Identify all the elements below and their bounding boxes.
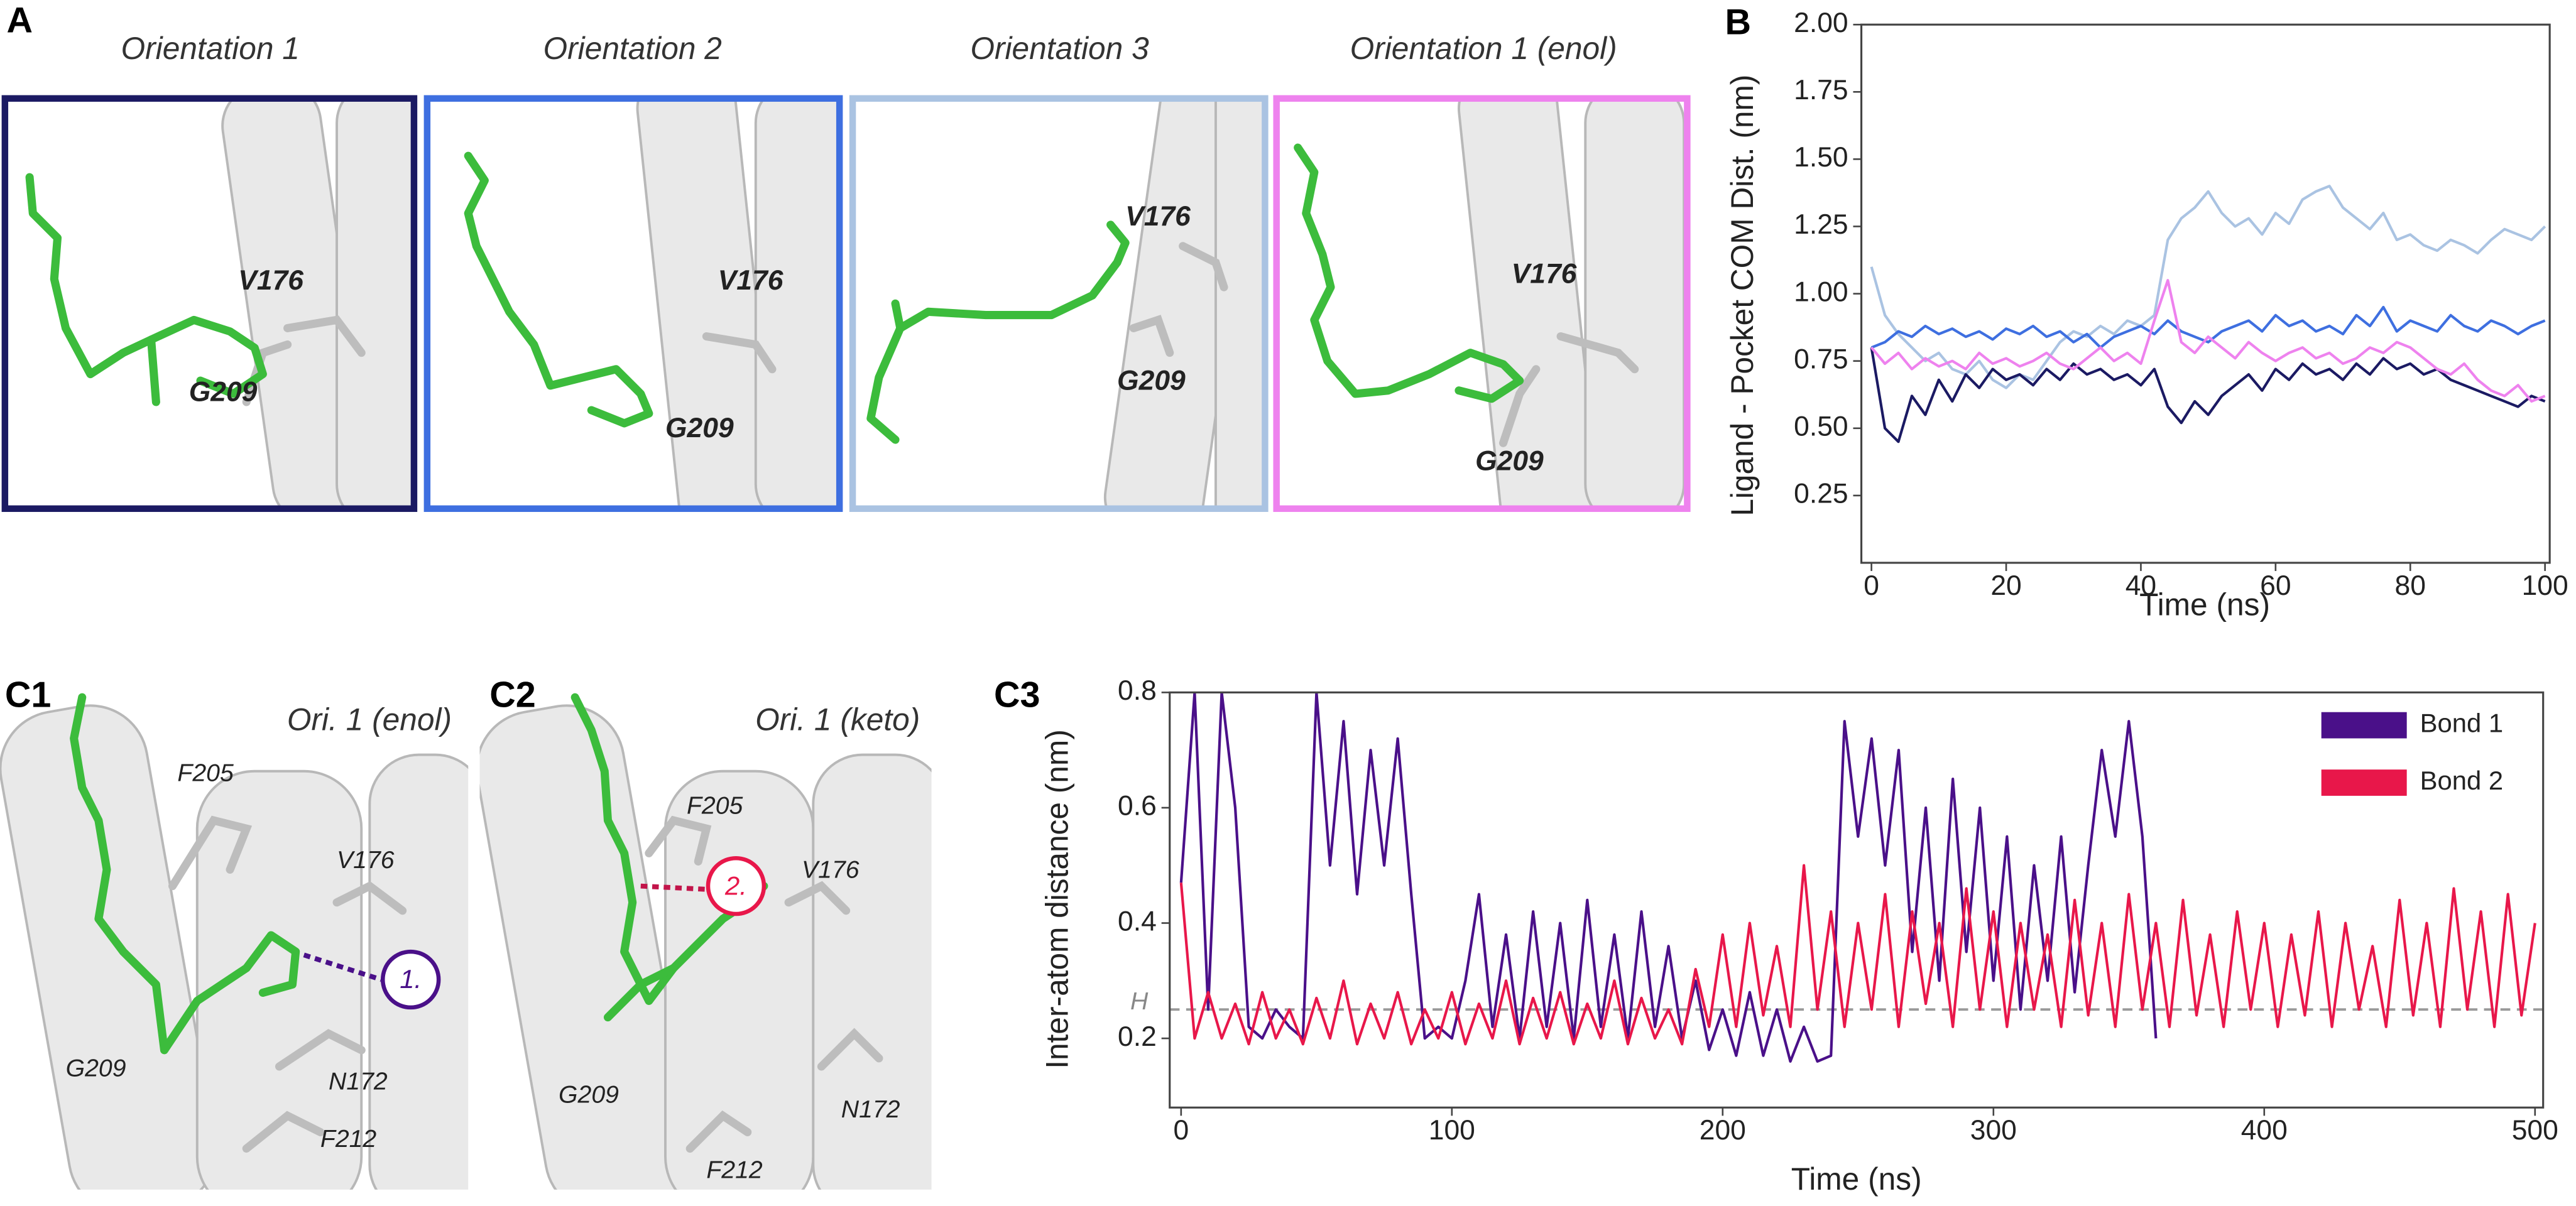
panel-label: B <box>1725 2 1752 42</box>
residue-label: F212 <box>320 1126 377 1153</box>
image-title: Ori. 1 (enol) <box>287 702 452 737</box>
residue-label: V176 <box>1125 201 1191 232</box>
y-axis-label: Inter-atom distance (nm) <box>1040 729 1075 1068</box>
residue-label: N172 <box>329 1068 388 1095</box>
x-tick-label: 60 <box>2260 570 2291 601</box>
panel-label: A <box>6 1 33 41</box>
residue-label: G209 <box>1475 445 1544 476</box>
y-tick-label: 0.75 <box>1794 344 1848 374</box>
structure-image <box>464 98 840 509</box>
image-title: Ori. 1 (keto) <box>755 702 920 737</box>
image-frame <box>1273 95 1691 513</box>
plot-frame <box>1860 23 2551 564</box>
y-tick-label: 1.25 <box>1794 209 1848 240</box>
legend-swatch <box>2321 712 2407 739</box>
y-tick-label: 0.2 <box>1118 1021 1157 1052</box>
legend-label: Bond 1 <box>2420 709 2504 738</box>
residue-label: G209 <box>66 1055 126 1082</box>
residue-label: G209 <box>665 413 734 443</box>
residue-label: V176 <box>337 847 395 874</box>
image-title: Orientation 2 <box>543 31 722 66</box>
y-tick-label: 2.00 <box>1794 8 1848 38</box>
residue-label: F212 <box>706 1157 763 1184</box>
y-tick-label: 1.75 <box>1794 75 1848 106</box>
residue-label: F205 <box>177 759 234 786</box>
x-axis-label: Time (ns) <box>2139 587 2270 622</box>
y-tick-label: 0.6 <box>1118 791 1157 822</box>
residue-label: V176 <box>238 265 303 296</box>
plot-lines <box>1870 185 2546 443</box>
x-tick-label: 300 <box>1970 1115 2017 1146</box>
x-tick-label: 0 <box>1173 1115 1189 1146</box>
data-line <box>1179 864 2536 1046</box>
bond-label: 2. <box>724 871 747 900</box>
structure-image <box>25 98 414 509</box>
x-tick-label: 20 <box>1990 570 2021 601</box>
residue-label: G209 <box>559 1081 619 1108</box>
data-line <box>1870 347 2546 443</box>
x-tick-label: 400 <box>2241 1115 2288 1146</box>
image-title: Orientation 1 <box>121 31 300 66</box>
x-tick-label: 100 <box>1429 1115 1475 1146</box>
x-axis-label: Time (ns) <box>1791 1161 1922 1197</box>
legend-swatch <box>2321 769 2407 796</box>
residue-label: V176 <box>802 856 860 883</box>
image-frame <box>423 95 843 513</box>
x-tick-label: 0 <box>1864 570 1879 601</box>
panel-label: C1 <box>5 675 52 715</box>
reference-label: H <box>1130 988 1149 1015</box>
y-tick-label: 1.50 <box>1794 142 1848 173</box>
legend-label: Bond 2 <box>2420 766 2504 795</box>
residue-label: V176 <box>1512 259 1577 290</box>
image-frame <box>1 95 418 513</box>
residue-label: N172 <box>841 1096 900 1123</box>
y-tick-label: 0.4 <box>1118 906 1157 937</box>
y-tick-label: 0.8 <box>1118 675 1157 706</box>
y-tick-label: 0.25 <box>1794 479 1848 509</box>
structure-image <box>866 98 1265 509</box>
structure-image <box>479 693 932 1190</box>
x-tick-label: 100 <box>2522 570 2568 601</box>
structure-image <box>0 693 469 1190</box>
x-tick-label: 200 <box>1700 1115 1746 1146</box>
data-line <box>1179 692 2158 1063</box>
bond-label: 1. <box>400 964 422 994</box>
structure-image <box>1294 98 1686 509</box>
residue-label: G209 <box>189 377 258 408</box>
image-frame <box>849 95 1269 513</box>
plot-lines <box>1179 692 2536 1063</box>
residue-label: F205 <box>687 793 743 820</box>
image-title: Orientation 3 <box>970 31 1149 66</box>
x-tick-label: 40 <box>2126 570 2156 601</box>
data-line <box>1870 305 2546 349</box>
panel-label: C2 <box>489 675 536 715</box>
data-line <box>1870 279 2546 403</box>
y-tick-label: 1.00 <box>1794 276 1848 307</box>
plot-frame <box>1169 691 2545 1109</box>
residue-label: V176 <box>718 265 783 296</box>
image-title: Orientation 1 (enol) <box>1350 31 1617 66</box>
x-tick-label: 80 <box>2395 570 2426 601</box>
x-tick-label: 500 <box>2512 1115 2558 1146</box>
residue-label: G209 <box>1117 365 1186 396</box>
panel-label: C3 <box>994 675 1040 715</box>
y-axis-label: Ligand - Pocket COM Dist. (nm) <box>1725 75 1760 516</box>
y-tick-label: 0.50 <box>1794 411 1848 442</box>
data-line <box>1870 185 2546 389</box>
